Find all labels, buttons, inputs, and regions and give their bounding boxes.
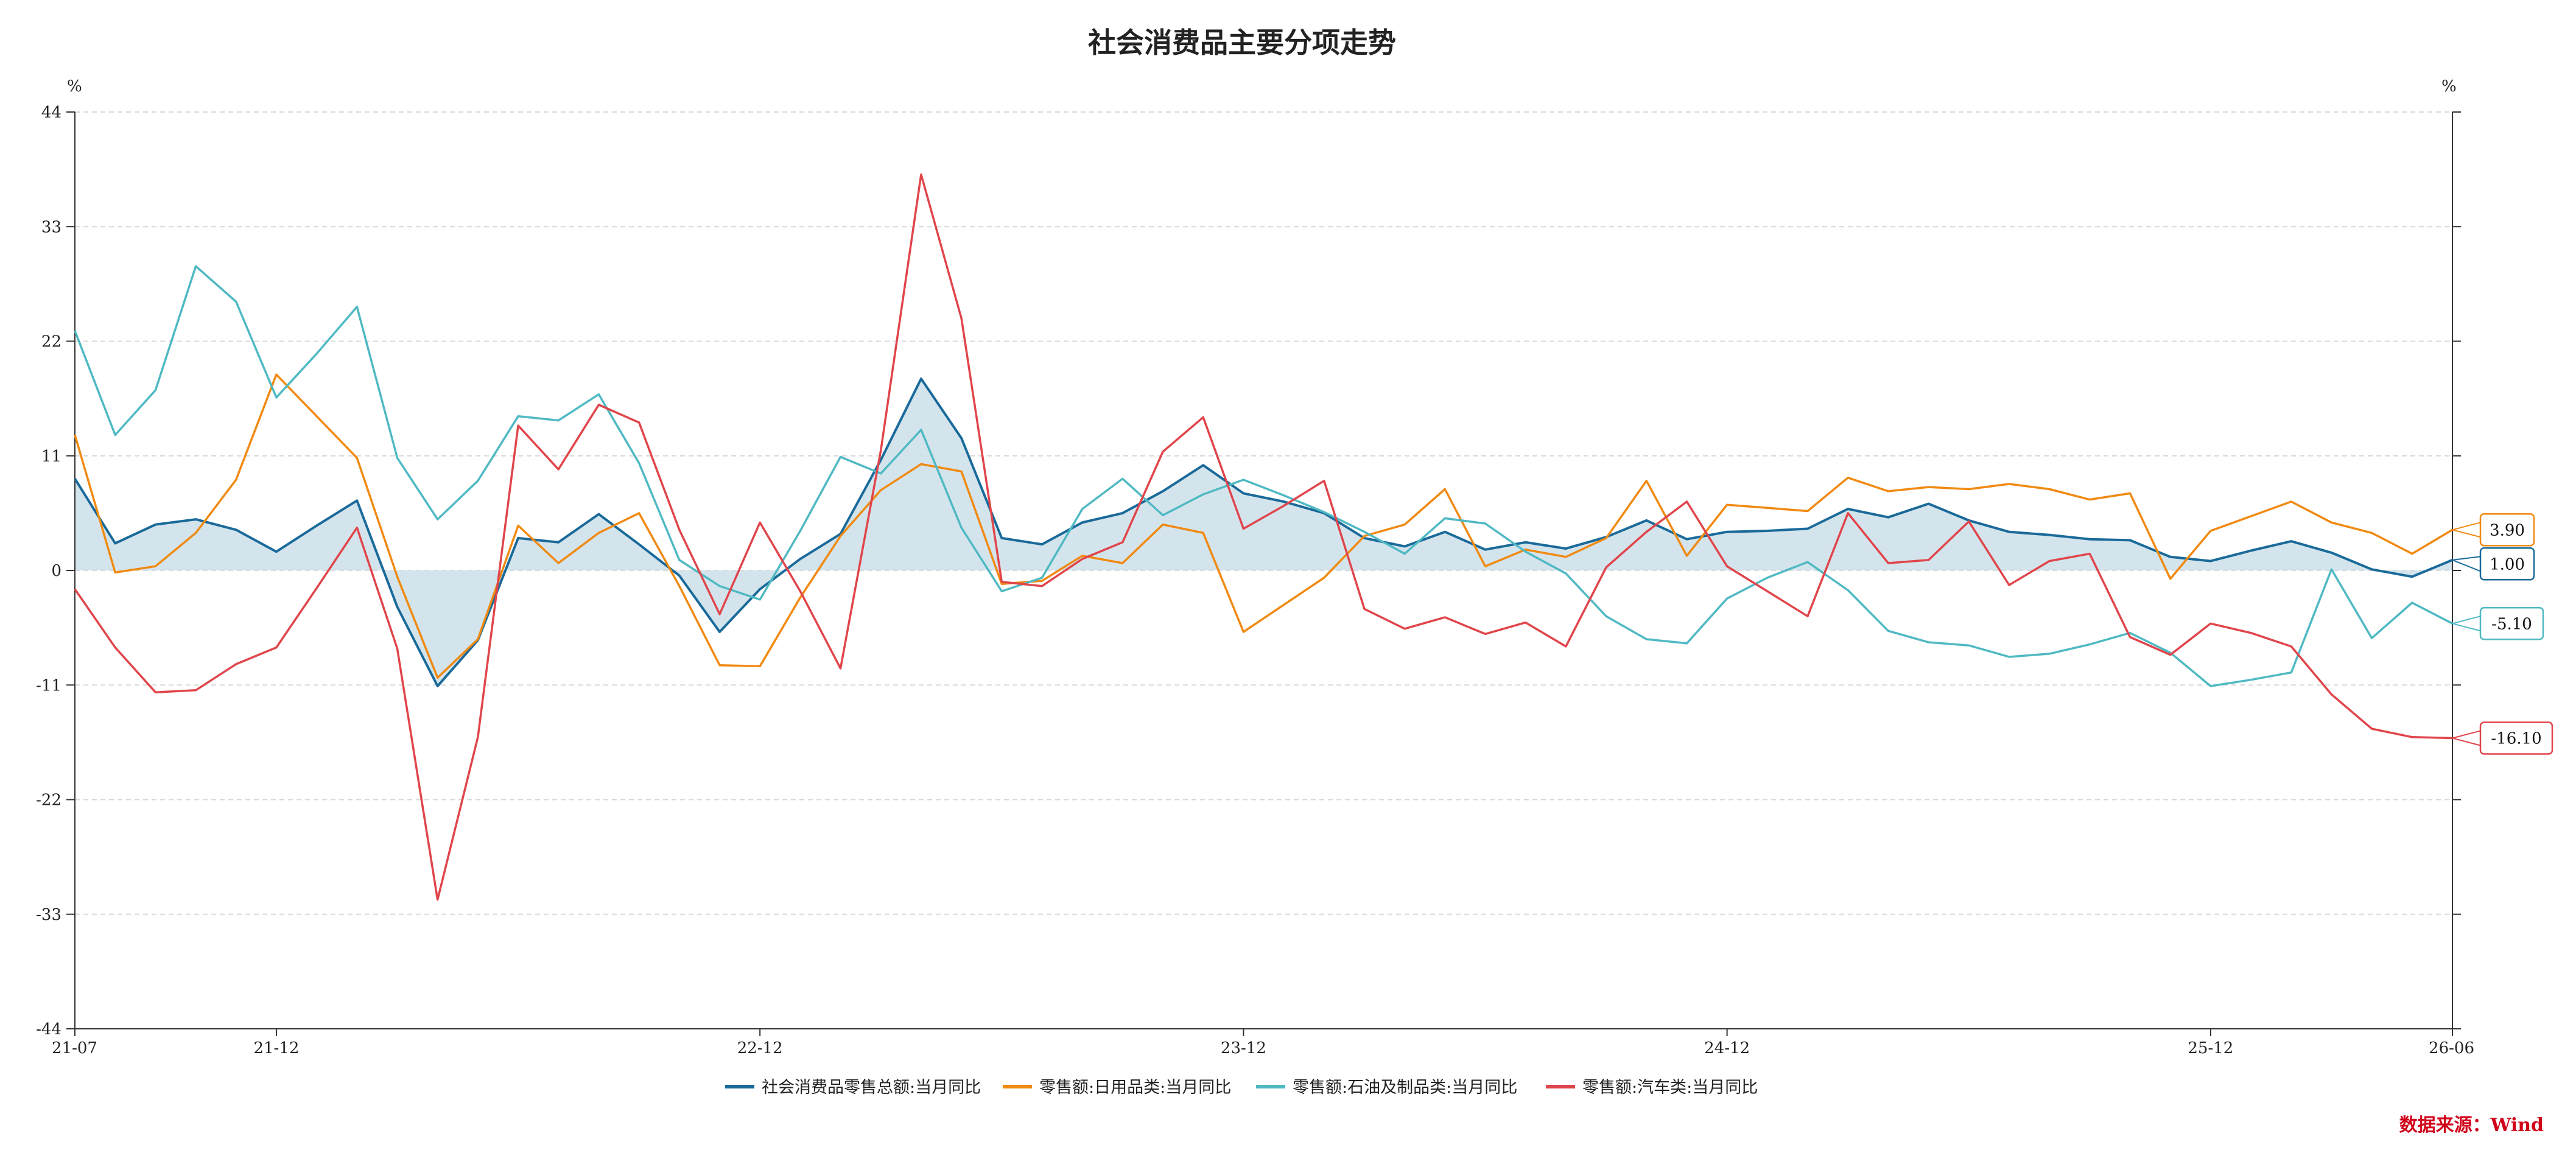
y-tick-label-2: 22 — [41, 333, 61, 351]
x-tick-label-5: 25-12 — [2188, 1039, 2233, 1057]
end-label-text-3: -16.10 — [2491, 730, 2541, 748]
x-tick-label-0: 21-07 — [52, 1039, 97, 1057]
y-tick-label-0: 44 — [41, 103, 61, 122]
series-line-2 — [74, 265, 2453, 687]
y-tick-label-5: -11 — [36, 676, 61, 695]
legend-label-2: 零售额:石油及制品类:当月同比 — [1293, 1078, 1517, 1097]
x-tick-label-4: 24-12 — [1704, 1039, 1750, 1057]
x-tick-label-2: 22-12 — [737, 1039, 783, 1057]
series-0-area — [75, 379, 2452, 686]
end-label-0: 1.00 — [2452, 547, 2535, 581]
legend-label-1: 零售额:日用品类:当月同比 — [1039, 1078, 1231, 1097]
series-line-1 — [74, 373, 2453, 679]
end-label-text-2: -5.10 — [2491, 615, 2532, 633]
end-label-2: -5.10 — [2450, 607, 2544, 640]
y-tick-label-3: 11 — [41, 447, 61, 466]
x-tick-label-6: 26-06 — [2429, 1039, 2474, 1057]
end-label-3: -16.10 — [2450, 721, 2553, 755]
y-tick-label-6: -22 — [36, 791, 61, 810]
series-line-3 — [74, 173, 2453, 901]
end-label-text-1: 3.90 — [2490, 521, 2525, 539]
legend-label-0: 社会消费品零售总额:当月同比 — [762, 1078, 981, 1097]
area-fill — [75, 379, 2452, 686]
left-axis-unit: % — [67, 77, 82, 96]
end-label-box-3 — [2479, 721, 2553, 755]
source-label: 数据来源：Wind — [2399, 1115, 2544, 1136]
legend-item-1: 零售额:日用品类:当月同比 — [1003, 1078, 1231, 1097]
end-labels: 3.90 1.00 -5.10 -16.10 — [2450, 513, 2553, 755]
y-tick-label-7: -33 — [36, 906, 61, 924]
legend-item-2: 零售额:石油及制品类:当月同比 — [1256, 1078, 1517, 1097]
end-label-pointer-1 — [2450, 521, 2481, 538]
right-axis-unit: % — [2441, 77, 2457, 96]
legend-label-3: 零售额:汽车类:当月同比 — [1582, 1078, 1758, 1097]
legend: 社会消费品零售总额:当月同比 零售额:日用品类:当月同比 零售额:石油及制品类:当月… — [725, 1078, 1758, 1097]
x-tick-label-1: 21-12 — [253, 1039, 299, 1057]
end-label-pointer-2 — [2450, 615, 2481, 632]
y-tick-label-1: 33 — [41, 218, 61, 236]
end-label-box-0 — [2479, 547, 2535, 581]
legend-item-0: 社会消费品零售总额:当月同比 — [725, 1078, 981, 1097]
y-tick-label-4: 0 — [51, 562, 61, 580]
series-line-0 — [74, 377, 2453, 687]
end-label-pointer-3 — [2450, 730, 2481, 746]
series-lines — [74, 173, 2453, 901]
x-tick-label-3: 23-12 — [1221, 1039, 1266, 1057]
end-label-box-2 — [2479, 607, 2544, 640]
end-label-pointer-0 — [2452, 556, 2481, 572]
y-tick-label-8: -44 — [36, 1020, 61, 1039]
end-label-1: 3.90 — [2450, 513, 2535, 547]
chart-title: 社会消费品主要分项走势 — [1088, 26, 1396, 59]
legend-item-3: 零售额:汽车类:当月同比 — [1546, 1078, 1758, 1097]
end-label-text-0: 1.00 — [2490, 555, 2525, 573]
end-label-box-1 — [2479, 513, 2535, 547]
